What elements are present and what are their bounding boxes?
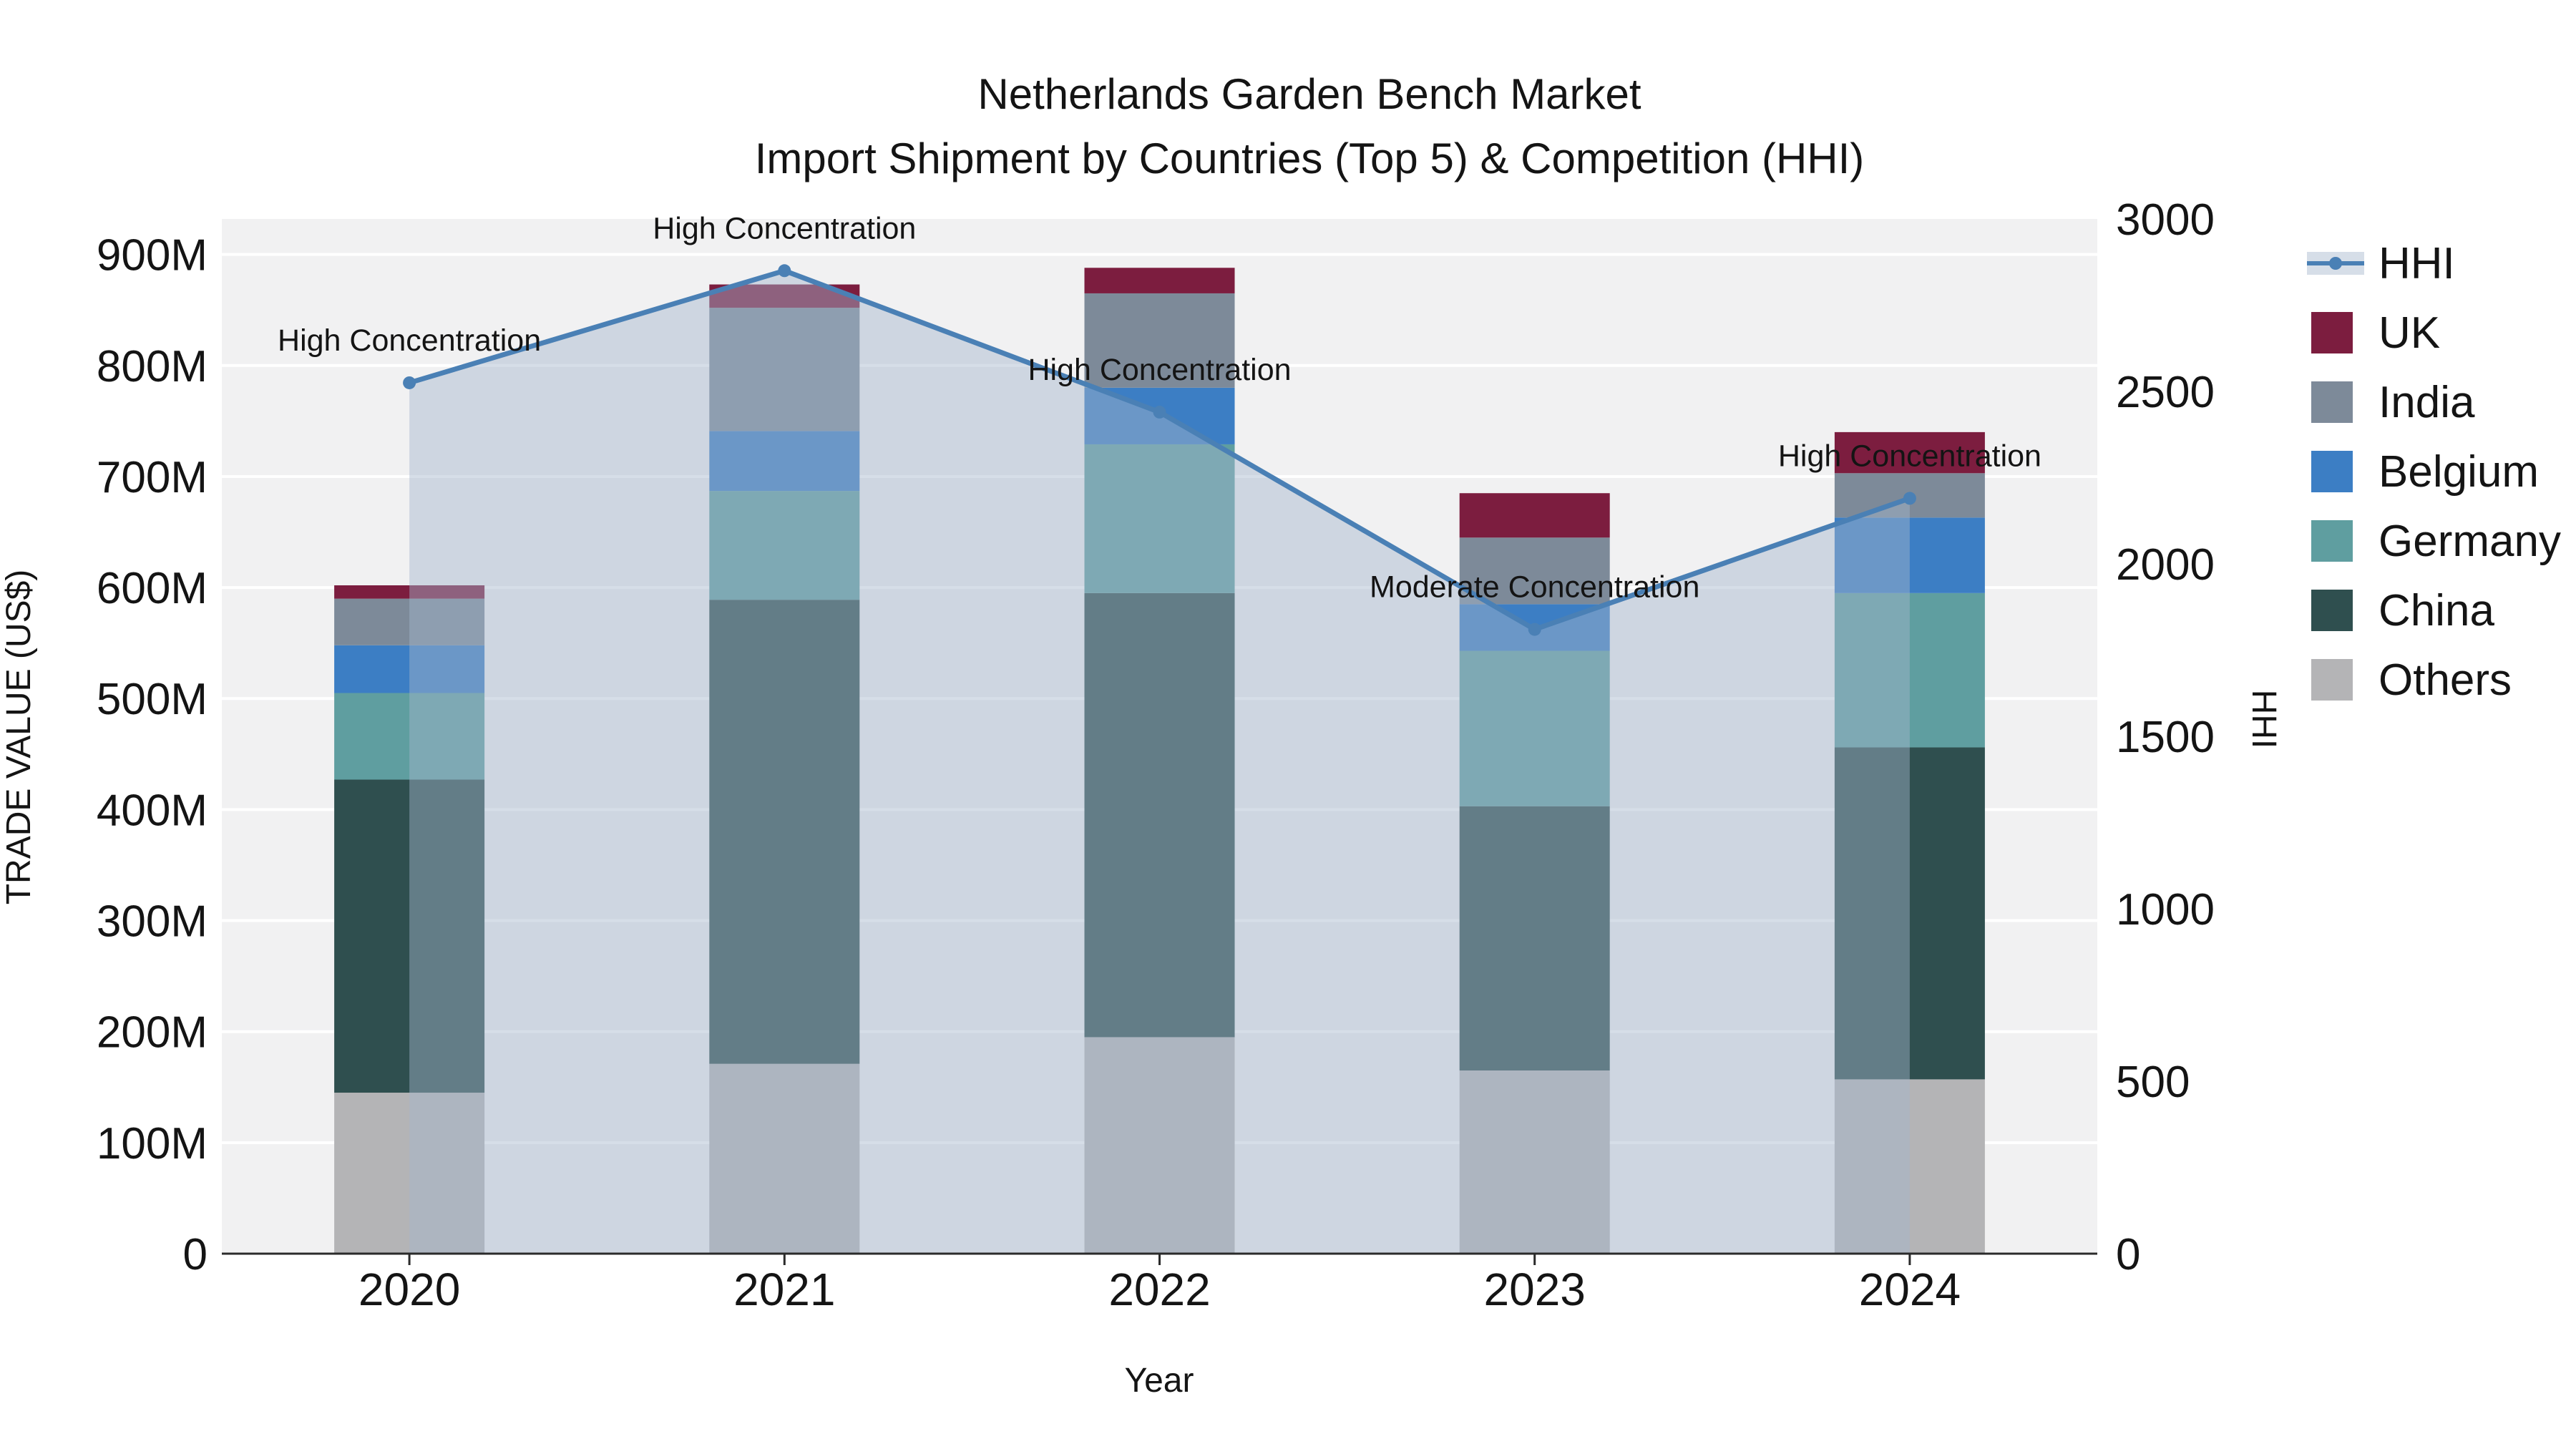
y-right-tick-label: 500 — [2116, 1058, 2190, 1107]
y-left-tick-label: 600M — [97, 564, 208, 613]
y-right-tick-label: 0 — [2116, 1230, 2140, 1279]
bar-segment-india — [334, 598, 485, 645]
hhi-marker — [1153, 405, 1166, 419]
bar-segment-china — [334, 779, 485, 1093]
bar-segment-uk — [334, 585, 485, 599]
legend-label-germany: Germany — [2379, 517, 2561, 566]
chart-subtitle: Import Shipment by Countries (Top 5) & C… — [755, 135, 1865, 182]
x-axis-tick-labels: 2020 2021 2022 2023 2024 — [358, 1254, 1961, 1315]
concentration-annotations: High Concentration High Concentration High… — [278, 211, 2041, 604]
hhi-marker — [778, 264, 791, 278]
y-left-tick-label: 500M — [97, 675, 208, 724]
bar-segment-india — [1084, 293, 1235, 388]
bar-segment-germany — [709, 491, 860, 600]
bar-segment-india — [709, 308, 860, 431]
bar-segment-germany — [1084, 444, 1235, 593]
y-right-tick-label: 1500 — [2116, 713, 2215, 762]
bar-segment-china — [1459, 806, 1610, 1071]
bar-segment-others — [1084, 1037, 1235, 1254]
legend-label-belgium: Belgium — [2379, 447, 2539, 497]
bar-segment-others — [709, 1063, 860, 1254]
legend-label-china: China — [2379, 586, 2495, 635]
bar-segment-china — [1084, 592, 1235, 1038]
x-axis-title: Year — [1125, 1362, 1194, 1400]
y-left-tick-label: 700M — [97, 453, 208, 502]
legend-label-hhi: HHI — [2379, 239, 2455, 288]
x-tick-label: 2021 — [733, 1264, 835, 1315]
bar-segment-others — [334, 1093, 485, 1254]
bar-segment-others — [1459, 1070, 1610, 1254]
legend-swatch-uk — [2311, 312, 2353, 353]
y-right-tick-label: 3000 — [2116, 195, 2215, 245]
y-left-axis-title: TRADE VALUE (US$) — [0, 570, 38, 905]
legend-label-india: India — [2379, 378, 2475, 427]
bar-segment-uk — [1834, 431, 1985, 474]
legend-hhi-marker — [2329, 257, 2342, 270]
bar-segment-uk — [1459, 493, 1610, 538]
stacked-bars — [334, 268, 1985, 1254]
annotation-label: High Concentration — [1028, 353, 1291, 387]
left-axis-tick-labels: 0 100M 200M 300M 400M 500M 600M 700M 800M 900M — [97, 231, 208, 1279]
bar-segment-germany — [1459, 650, 1610, 806]
y-right-tick-label: 2500 — [2116, 368, 2215, 417]
x-tick-label: 2022 — [1108, 1264, 1210, 1315]
y-right-tick-label: 2000 — [2116, 540, 2215, 590]
bar-segment-uk — [1084, 268, 1235, 293]
bar-segment-belgium — [334, 645, 485, 693]
hhi-marker — [1903, 492, 1916, 505]
y-left-tick-label: 100M — [97, 1119, 208, 1169]
bar-segment-china — [1834, 747, 1985, 1080]
legend-swatch-others — [2311, 659, 2353, 701]
right-axis-tick-labels: 0 500 1000 1500 2000 2500 3000 — [2116, 195, 2215, 1279]
hhi-marker — [1528, 623, 1541, 636]
legend-swatch-china — [2311, 590, 2353, 631]
legend-label-others: Others — [2379, 655, 2512, 705]
bar-segment-belgium — [1834, 517, 1985, 593]
y-left-tick-label: 400M — [97, 786, 208, 835]
annotation-label: High Concentration — [653, 211, 916, 245]
annotation-label: High Concentration — [1778, 439, 2041, 473]
y-left-tick-label: 200M — [97, 1008, 208, 1058]
hhi-line-series — [403, 264, 1916, 1254]
y-right-tick-label: 1000 — [2116, 885, 2215, 935]
y-left-tick-label: 300M — [97, 897, 208, 947]
bar-segment-germany — [334, 693, 485, 780]
annotation-label: High Concentration — [278, 323, 541, 358]
bar-segment-india — [1459, 537, 1610, 605]
annotation-label: Moderate Concentration — [1370, 570, 1699, 605]
bar-segment-china — [709, 600, 860, 1064]
y-left-tick-label: 900M — [97, 231, 208, 280]
y-right-axis-title: HHI — [2245, 690, 2283, 749]
chart-title: Netherlands Garden Bench Market — [977, 70, 1641, 118]
y-left-tick-label: 800M — [97, 342, 208, 391]
legend-label-uk: UK — [2379, 308, 2440, 358]
legend-swatch-belgium — [2311, 451, 2353, 492]
legend: HHI UK India Belgium Germany China Others — [2307, 239, 2561, 705]
x-tick-label: 2024 — [1859, 1264, 1961, 1315]
bar-segment-others — [1834, 1079, 1985, 1254]
legend-swatch-india — [2311, 381, 2353, 423]
x-tick-label: 2020 — [358, 1264, 460, 1315]
bar-segment-germany — [1834, 592, 1985, 748]
bar-segment-belgium — [709, 431, 860, 492]
legend-swatch-germany — [2311, 520, 2353, 562]
x-tick-label: 2023 — [1484, 1264, 1586, 1315]
hhi-area-fill — [409, 270, 1910, 1254]
hhi-marker — [403, 376, 416, 389]
y-left-tick-label: 0 — [183, 1230, 208, 1279]
